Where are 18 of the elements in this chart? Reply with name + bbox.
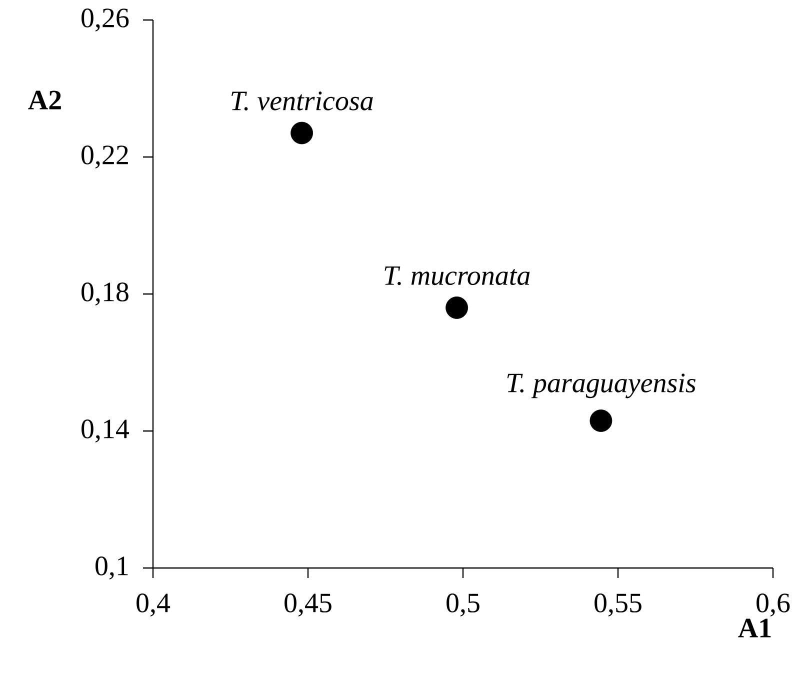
y-tick-label: 0,14 [82, 420, 130, 442]
x-tick-label: 0,45 [284, 594, 332, 616]
x-tick-label: 0,55 [594, 594, 642, 616]
point [290, 122, 313, 144]
y-tick-label: 0,26 [82, 8, 129, 32]
y-tick-label: 0,1 [96, 556, 128, 580]
y-tick-label: 0,18 [82, 282, 128, 306]
x-tick-label: 0,5 [446, 594, 480, 616]
y-axis-title: A2 [28, 90, 61, 110]
y-tick-label: 0,22 [82, 146, 128, 168]
x-tick-label: 0,4 [136, 594, 170, 616]
annotation: T. paraguayensis [507, 374, 696, 398]
point [446, 296, 468, 319]
x-tick-label: 0,6 [756, 594, 790, 616]
annotation: T. mucronata [384, 266, 530, 286]
x-axis-title: A1 [738, 618, 771, 638]
point [590, 410, 612, 432]
annotation: T. ventricosa [232, 92, 373, 110]
